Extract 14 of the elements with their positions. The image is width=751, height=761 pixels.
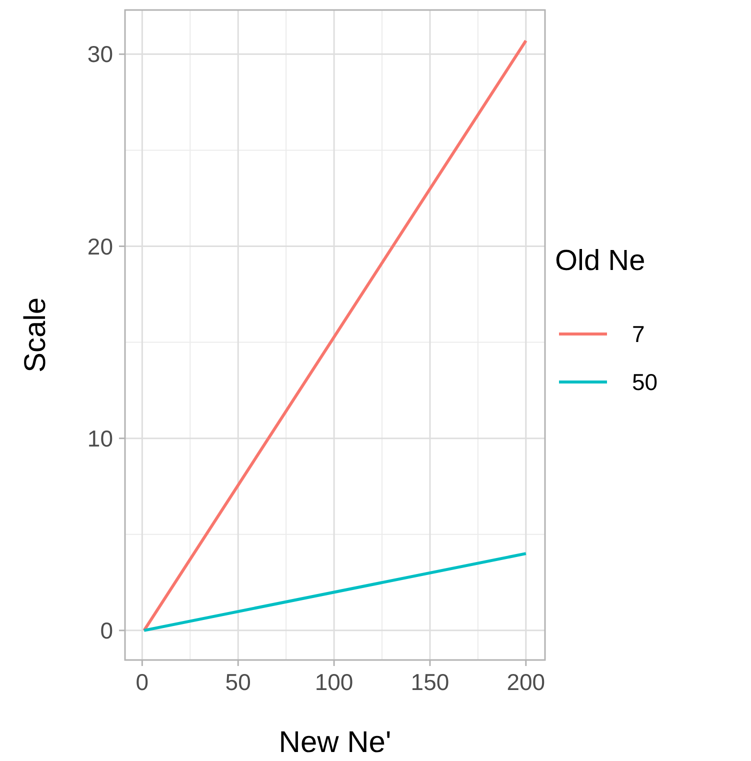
- x-tick-label: 200: [506, 669, 546, 695]
- y-tick-label: 10: [87, 425, 113, 452]
- x-tick-label: 150: [410, 669, 450, 695]
- y-tick-label: 0: [100, 617, 113, 644]
- x-tick-label: 0: [136, 669, 149, 695]
- y-tick-label: 20: [87, 233, 113, 260]
- y-tick-label: 30: [87, 41, 113, 68]
- legend-label: 50: [632, 369, 658, 395]
- x-tick-label: 50: [225, 669, 251, 695]
- y-axis-title: Scale: [19, 297, 52, 373]
- x-axis-title: New Ne': [278, 726, 392, 759]
- x-tick-label: 100: [314, 669, 354, 695]
- legend-label: 7: [632, 321, 645, 347]
- legend-title: Old Ne: [555, 245, 646, 277]
